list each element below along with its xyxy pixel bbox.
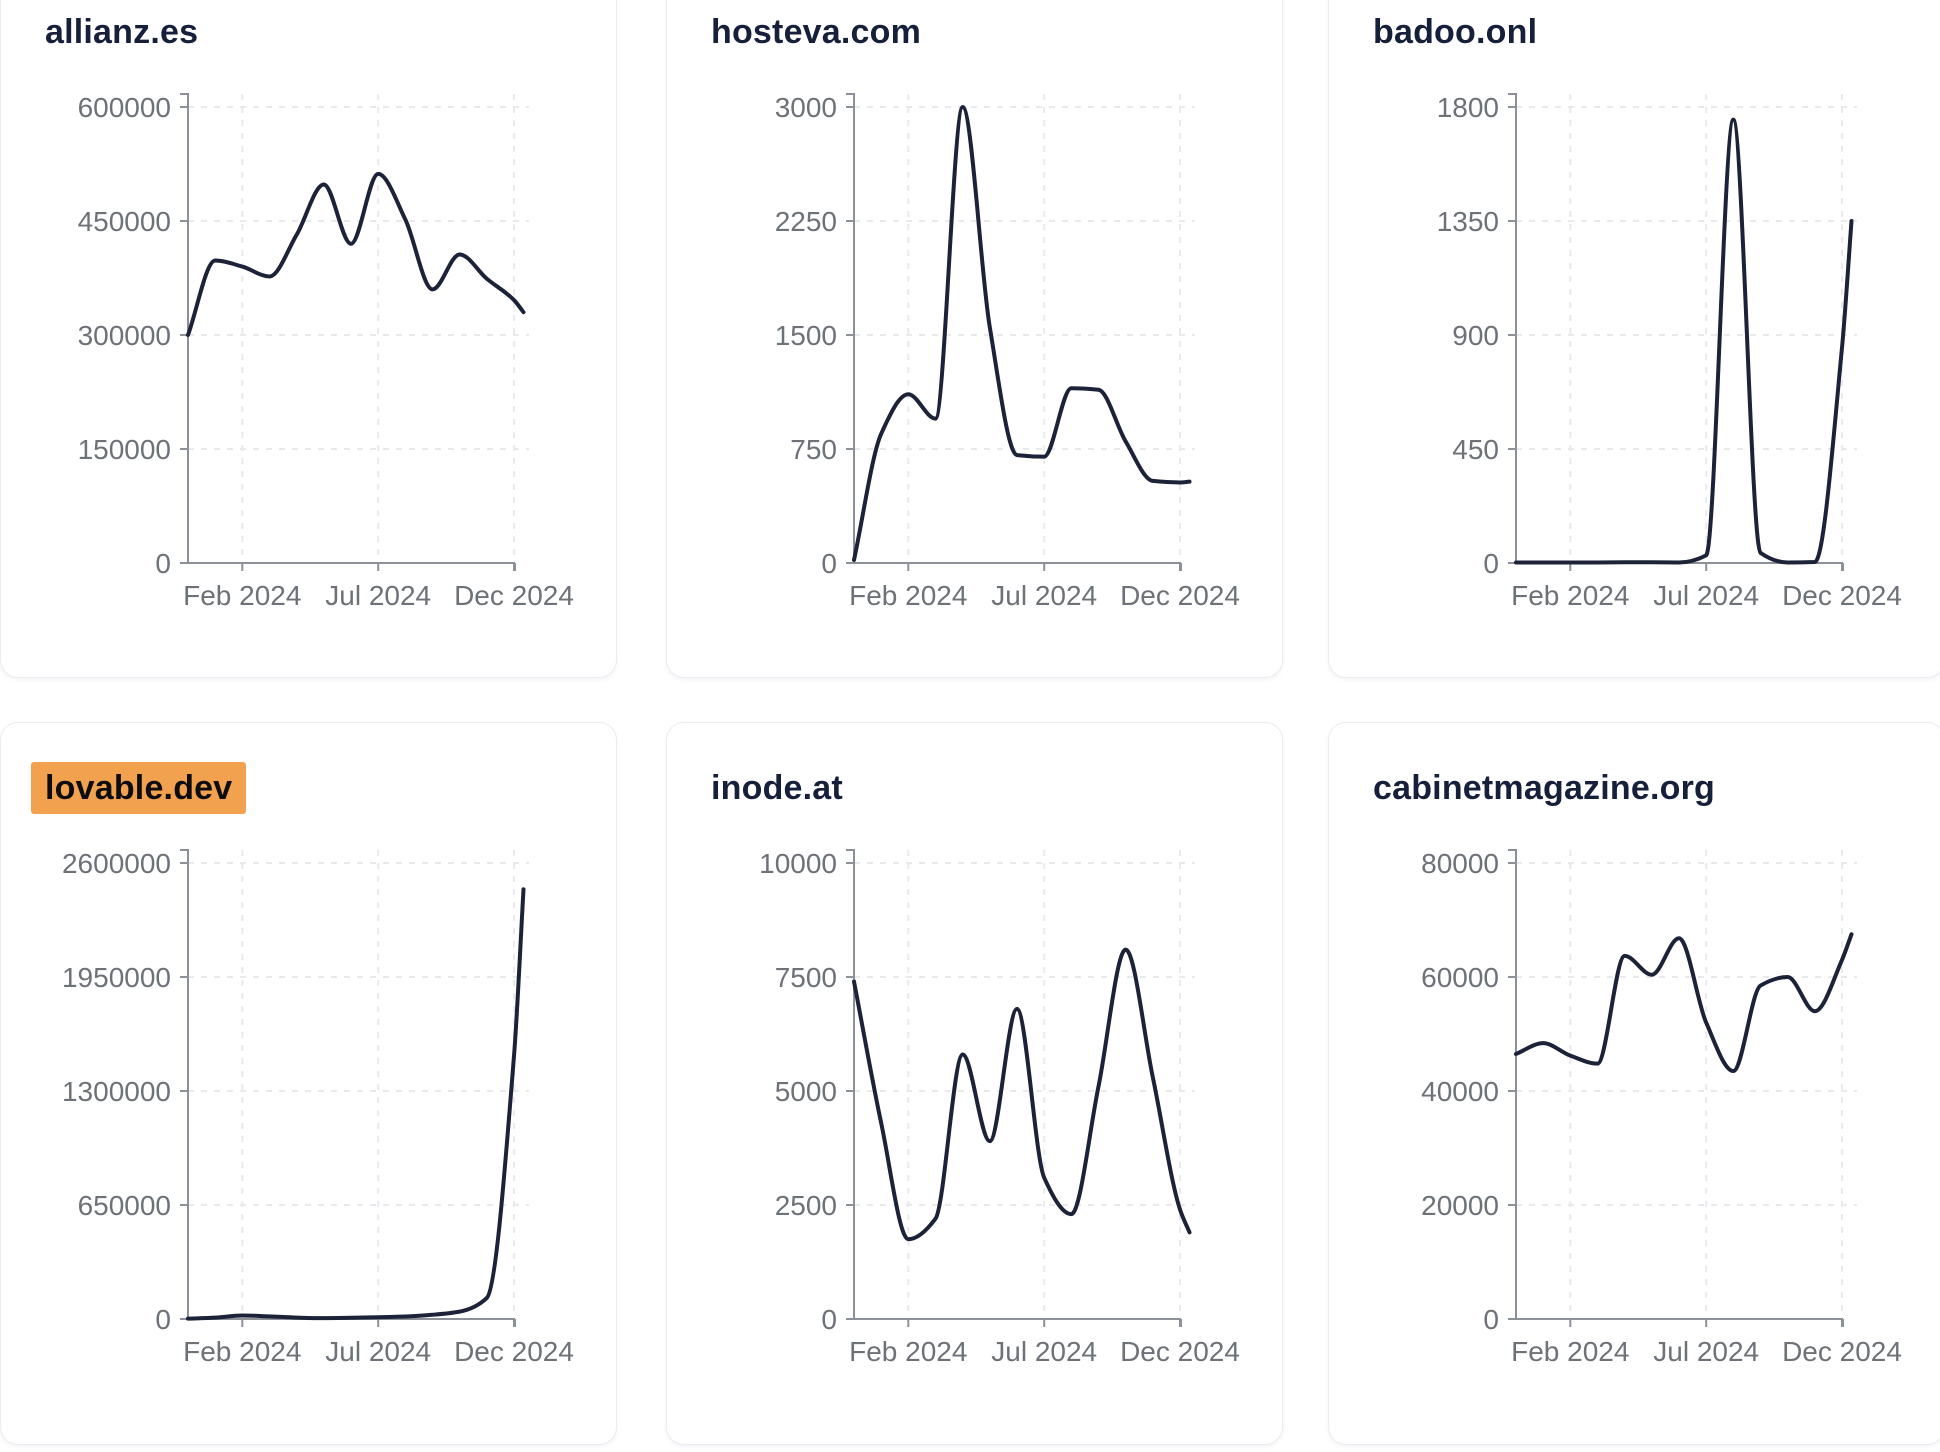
traffic-line-chart: 0 450 900 1350 1800 Feb 2024 Jul 2024 Dec 2024 [1437,92,1902,611]
svg-text:80000: 80000 [1421,848,1499,879]
svg-text:0: 0 [1483,1304,1499,1335]
svg-text:150000: 150000 [78,434,171,465]
chart-title: badoo.onl [1373,11,1537,53]
traffic-line-chart: 0 20000 40000 60000 80000 Feb 2024 Jul 2024 Dec… [1421,848,1902,1367]
svg-text:Jul 2024: Jul 2024 [1653,580,1759,611]
svg-text:2250: 2250 [775,206,837,237]
chart-card: cabinetmagazine.org 0 20000 40000 60000 8000… [1328,722,1940,1445]
svg-text:300000: 300000 [78,320,171,351]
svg-text:Jul 2024: Jul 2024 [991,1336,1097,1367]
svg-text:0: 0 [821,1304,837,1335]
svg-text:1800: 1800 [1437,92,1499,123]
svg-text:900: 900 [1452,320,1499,351]
svg-text:1350: 1350 [1437,206,1499,237]
svg-text:750: 750 [790,434,837,465]
domain-name: cabinetmagazine.org [1373,769,1715,807]
chart-title: inode.at [711,767,843,809]
chart-card: allianz.es 0 150000 300000 450000 600000 Feb … [0,0,617,678]
svg-text:2600000: 2600000 [62,848,171,879]
chart-card: hosteva.com 0 750 1500 2250 3000 Feb 2024 Jul … [666,0,1283,678]
svg-text:Dec 2024: Dec 2024 [1782,580,1902,611]
svg-text:650000: 650000 [78,1190,171,1221]
svg-text:10000: 10000 [759,848,837,879]
svg-text:Dec 2024: Dec 2024 [454,1336,574,1367]
svg-text:1500: 1500 [775,320,837,351]
svg-text:Feb 2024: Feb 2024 [1511,580,1629,611]
domain-name: allianz.es [45,13,199,51]
chart-title: hosteva.com [711,11,921,53]
svg-text:1300000: 1300000 [62,1076,171,1107]
traffic-line-chart: 0 750 1500 2250 3000 Feb 2024 Jul 2024 Dec 2024 [775,92,1240,611]
svg-text:0: 0 [1483,548,1499,579]
svg-text:Feb 2024: Feb 2024 [1511,1336,1629,1367]
svg-text:450000: 450000 [78,206,171,237]
svg-text:0: 0 [821,548,837,579]
chart-title: allianz.es [45,11,198,53]
domain-name: hosteva.com [711,13,922,51]
svg-text:Jul 2024: Jul 2024 [1653,1336,1759,1367]
svg-text:Dec 2024: Dec 2024 [454,580,574,611]
domain-name: inode.at [711,769,843,807]
traffic-line-chart: 0 150000 300000 450000 600000 Feb 2024 Jul 202… [78,92,574,611]
svg-text:Feb 2024: Feb 2024 [183,1336,301,1367]
svg-text:2500: 2500 [775,1190,837,1221]
svg-text:60000: 60000 [1421,962,1499,993]
svg-text:0: 0 [155,548,171,579]
svg-text:1950000: 1950000 [62,962,171,993]
domain-name: badoo.onl [1373,13,1538,51]
svg-text:Dec 2024: Dec 2024 [1120,580,1240,611]
chart-card: inode.at 0 2500 5000 7500 10000 Feb 2024 Jul 2… [666,722,1283,1445]
chart-title: lovable.dev [31,762,247,814]
svg-text:Jul 2024: Jul 2024 [325,580,431,611]
svg-text:40000: 40000 [1421,1076,1499,1107]
svg-text:Jul 2024: Jul 2024 [325,1336,431,1367]
traffic-line-chart: 0 2500 5000 7500 10000 Feb 2024 Jul 2024 Dec 20… [759,848,1240,1367]
svg-text:5000: 5000 [775,1076,837,1107]
chart-card: lovable.dev 0 650000 1300000 1950000 2600000… [0,722,617,1445]
svg-text:3000: 3000 [775,92,837,123]
chart-title: cabinetmagazine.org [1373,767,1715,809]
svg-text:Dec 2024: Dec 2024 [1120,1336,1240,1367]
chart-card: badoo.onl 0 450 900 1350 1800 Feb 2024 Jul 202… [1328,0,1940,678]
svg-text:Feb 2024: Feb 2024 [183,580,301,611]
svg-text:Feb 2024: Feb 2024 [849,580,967,611]
traffic-line-chart: 0 650000 1300000 1950000 2600000 Feb 2024 Jul … [62,848,574,1367]
svg-text:Jul 2024: Jul 2024 [991,580,1097,611]
svg-text:20000: 20000 [1421,1190,1499,1221]
svg-text:600000: 600000 [78,92,171,123]
svg-text:Feb 2024: Feb 2024 [849,1336,967,1367]
svg-text:7500: 7500 [775,962,837,993]
svg-text:Dec 2024: Dec 2024 [1782,1336,1902,1367]
svg-text:450: 450 [1452,434,1499,465]
domain-name-highlighted: lovable.dev [31,762,247,814]
svg-text:0: 0 [155,1304,171,1335]
